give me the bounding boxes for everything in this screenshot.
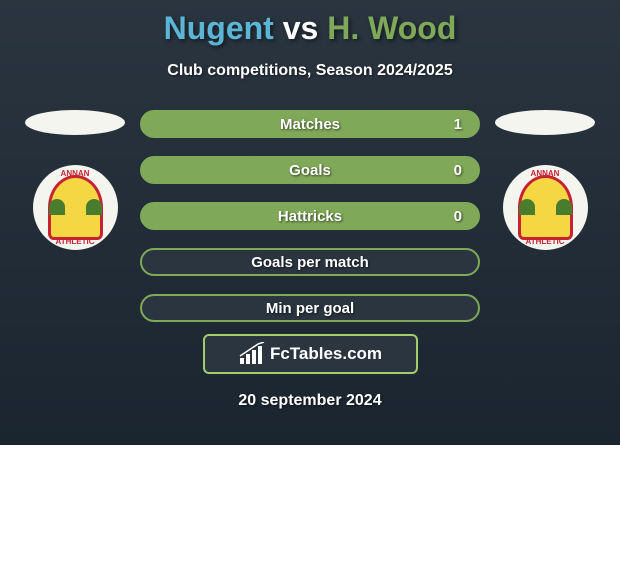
stat-label: Hattricks — [278, 208, 342, 225]
stat-label: Goals per match — [251, 254, 369, 271]
subtitle: Club competitions, Season 2024/2025 — [0, 62, 620, 80]
thistle-icon — [519, 199, 535, 215]
crest-text-top: ANNAN — [33, 169, 118, 178]
stat-row-min-per-goal: Min per goal — [140, 294, 480, 322]
left-team-crest: ANNAN ATHLETIC — [33, 165, 118, 250]
stat-right-value: 1 — [442, 116, 462, 133]
stat-label: Matches — [280, 116, 340, 133]
player2-name: H. Wood — [327, 10, 456, 46]
stat-right-value: 0 — [442, 162, 462, 179]
player1-name: Nugent — [164, 10, 274, 46]
crest-shield — [518, 175, 573, 240]
stat-row-goals-per-match: Goals per match — [140, 248, 480, 276]
stat-right-value: 0 — [442, 208, 462, 225]
left-team-badge-placeholder — [25, 110, 125, 135]
stat-row-hattricks: Hattricks 0 — [140, 202, 480, 230]
brand-text: FcTables.com — [270, 344, 382, 364]
chart-icon — [238, 342, 266, 366]
stat-label: Goals — [289, 162, 331, 179]
thistle-icon — [556, 199, 572, 215]
vs-text: vs — [283, 10, 319, 46]
right-team-badge-placeholder — [495, 110, 595, 135]
stat-label: Min per goal — [266, 300, 354, 317]
stats-card: Nugent vs H. Wood Club competitions, Sea… — [0, 0, 620, 445]
brand-box[interactable]: FcTables.com — [203, 334, 418, 374]
left-team-column: ANNAN ATHLETIC — [30, 110, 120, 250]
crest-shield — [48, 175, 103, 240]
crest-text-bottom: ATHLETIC — [503, 237, 588, 246]
stats-container: ANNAN ATHLETIC Matches 1 Goals 0 Hattric… — [0, 110, 620, 322]
crest-text-bottom: ATHLETIC — [33, 237, 118, 246]
date-text: 20 september 2024 — [0, 392, 620, 410]
crest-text-top: ANNAN — [503, 169, 588, 178]
comparison-title: Nugent vs H. Wood — [0, 0, 620, 47]
thistle-icon — [49, 199, 65, 215]
stats-rows: Matches 1 Goals 0 Hattricks 0 Goals per … — [140, 110, 480, 322]
right-team-crest: ANNAN ATHLETIC — [503, 165, 588, 250]
stat-row-goals: Goals 0 — [140, 156, 480, 184]
thistle-icon — [86, 199, 102, 215]
right-team-column: ANNAN ATHLETIC — [500, 110, 590, 250]
stat-row-matches: Matches 1 — [140, 110, 480, 138]
